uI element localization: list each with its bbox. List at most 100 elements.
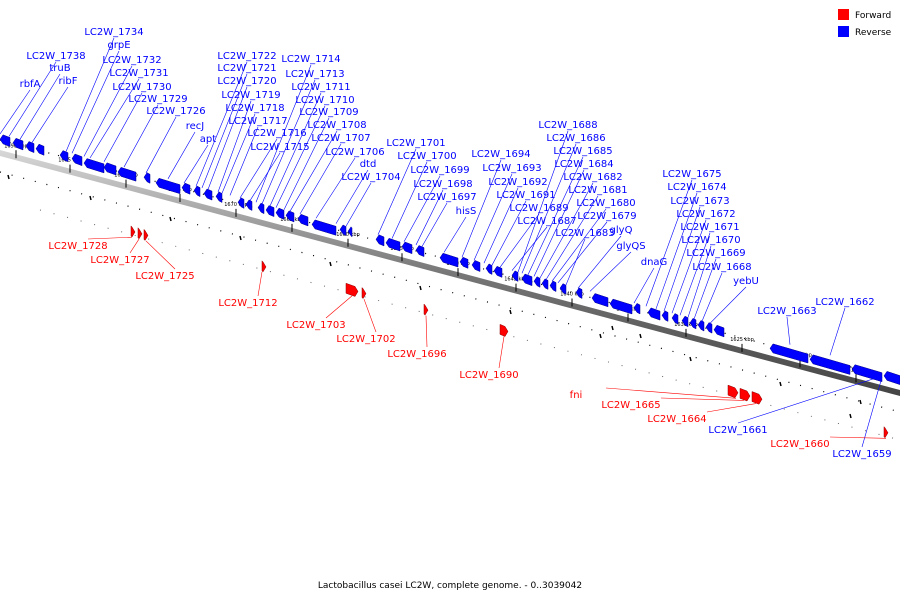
reverse-gene-block: [375, 234, 385, 247]
reverse-gene-leader: [217, 100, 252, 193]
reverse-gene-leader: [521, 143, 577, 274]
reverse-gene-label: grpE: [107, 40, 130, 51]
scale-tick-label: 1685 kbp: [58, 158, 82, 164]
reverse-gene-leader: [511, 226, 548, 271]
reverse-gene-leader: [679, 232, 711, 316]
reverse-gene-leader: [65, 37, 115, 152]
reverse-gene-leader: [145, 116, 177, 174]
forward-gene-label: LC2W_1660: [770, 439, 829, 450]
reverse-gene-block: [883, 371, 900, 385]
reverse-gene-block: [193, 185, 201, 198]
reverse-gene-label: rbfA: [20, 79, 41, 90]
reverse-gene-label: LC2W_1706: [325, 147, 384, 158]
forward-gene-block: [130, 225, 136, 238]
forward-gene-leader: [706, 403, 757, 413]
reverse-gene-leader: [557, 221, 608, 283]
reverse-gene-leader: [577, 235, 622, 289]
track-mark: [689, 356, 692, 362]
reverse-gene-block: [493, 265, 503, 278]
reverse-gene-leader: [645, 179, 693, 307]
forward-gene-track: [130, 225, 889, 439]
reverse-gene-block: [697, 320, 705, 332]
reverse-gene-label: LC2W_1687: [517, 216, 576, 227]
reverse-gene-label: hisS: [456, 206, 477, 217]
reverse-gene-block: [0, 134, 11, 147]
forward-gene-block: [361, 286, 367, 300]
reverse-gene-block: [559, 283, 567, 295]
reverse-gene-leader: [473, 173, 513, 261]
reverse-gene-block: [35, 143, 45, 156]
reverse-gene-block: [471, 260, 481, 272]
reverse-gene-label: LC2W_1659: [832, 449, 891, 460]
reverse-gene-block: [809, 354, 851, 375]
reverse-gene-leader: [499, 213, 540, 268]
forward-gene-block: [261, 260, 267, 273]
reverse-gene-label: LC2W_1694: [471, 149, 530, 160]
track-mark: [611, 325, 614, 331]
reverse-gene-block: [311, 219, 337, 236]
reverse-gene-label: ribF: [59, 76, 78, 87]
reverse-gene-label: LC2W_1698: [413, 179, 472, 190]
forward-gene-block: [739, 387, 751, 402]
scale-tick-label: 1660 kbp: [336, 232, 360, 238]
legend-forward-label: Forward: [855, 11, 891, 21]
reverse-gene-block: [671, 313, 679, 325]
forward-gene-leader: [129, 238, 140, 254]
forward-gene-label: LC2W_1702: [336, 334, 395, 345]
forward-gene-labels: LC2W_1728 LC2W_1727 LC2W_1725 LC2W_1712 LC2W…: [48, 236, 887, 450]
track-mark: [239, 235, 242, 241]
forward-gene-leader: [660, 397, 745, 401]
reverse-gene-leader: [663, 206, 701, 312]
reverse-gene-block: [851, 364, 883, 383]
reverse-gene-leader: [491, 200, 527, 266]
reverse-gene-label: LC2W_1715: [250, 142, 309, 153]
legend: Forward Reverse: [838, 9, 892, 38]
reverse-gene-label: LC2W_1683: [555, 228, 614, 239]
reverse-gene-leader: [701, 272, 723, 322]
reverse-gene-block: [575, 287, 583, 299]
reverse-gene-label: LC2W_1717: [228, 116, 287, 127]
forward-gene-block: [883, 426, 889, 439]
reverse-gene-label: LC2W_1672: [676, 209, 735, 220]
forward-track-guide: [0, 171, 900, 413]
reverse-gene-block: [521, 273, 533, 287]
lower-track-guide: [39, 209, 900, 441]
reverse-gene-block: [285, 210, 295, 223]
reverse-gene-leader: [655, 192, 698, 310]
track-mark: [169, 216, 172, 222]
reverse-gene-label: LC2W_1714: [281, 54, 340, 65]
scale-tick-label: 1670 kbp: [224, 202, 248, 208]
reverse-gene-label: LC2W_1693: [482, 163, 541, 174]
reverse-gene-label: LC2W_1730: [112, 82, 171, 93]
forward-gene-leader: [325, 295, 353, 319]
reverse-gene-leader: [415, 189, 444, 246]
reverse-gene-label: LC2W_1708: [307, 120, 366, 131]
reverse-gene-label: LC2W_1701: [386, 138, 445, 149]
reverse-gene-block: [339, 224, 347, 236]
reverse-gene-leader: [269, 92, 322, 207]
reverse-gene-leader: [693, 258, 717, 320]
track-mark: [329, 261, 332, 267]
reverse-gene-leader: [829, 307, 846, 356]
reverse-gene-block: [347, 226, 353, 238]
reverse-gene-label: LC2W_1718: [225, 103, 284, 114]
forward-gene-block: [423, 303, 429, 316]
reverse-gene-leader: [283, 117, 330, 210]
forward-gene-leader: [425, 315, 428, 348]
reverse-gene-leader: [89, 78, 140, 159]
reverse-gene-block: [275, 207, 285, 220]
reverse-gene-leader: [123, 104, 159, 168]
reverse-gene-label: LC2W_1721: [217, 63, 276, 74]
genome-backbone: [0, 150, 900, 396]
reverse-gene-label: LC2W_1697: [417, 192, 476, 203]
scale-tick-label: 1640 kbp: [560, 292, 584, 298]
reverse-gene-label: LC2W_1709: [299, 107, 358, 118]
reverse-gene-leader: [633, 267, 655, 304]
reverse-gene-leader: [0, 89, 31, 135]
reverse-gene-label: LC2W_1679: [577, 211, 636, 222]
reverse-gene-leader: [275, 105, 326, 208]
reverse-gene-block: [297, 213, 309, 227]
reverse-gene-leader: [207, 86, 248, 190]
forward-gene-label: LC2W_1728: [48, 241, 107, 252]
